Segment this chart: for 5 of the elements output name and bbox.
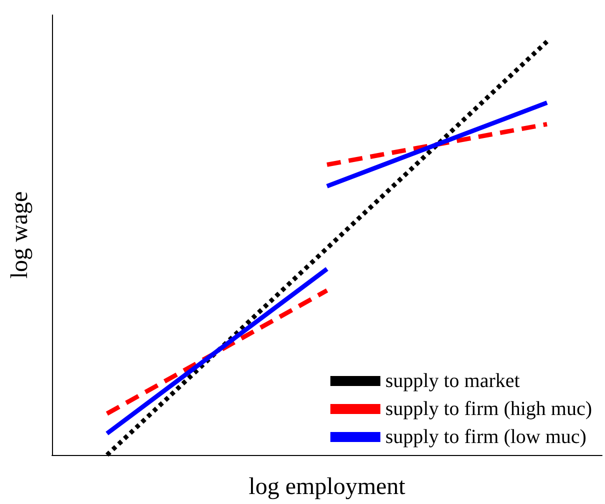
legend-label: supply to firm (high muc): [385, 398, 592, 420]
legend-label: supply to firm (low muc): [385, 426, 586, 448]
y-axis-title: log wage: [7, 191, 33, 279]
x-axis-title: log employment: [248, 474, 406, 500]
legend-label: supply to market: [385, 370, 520, 392]
